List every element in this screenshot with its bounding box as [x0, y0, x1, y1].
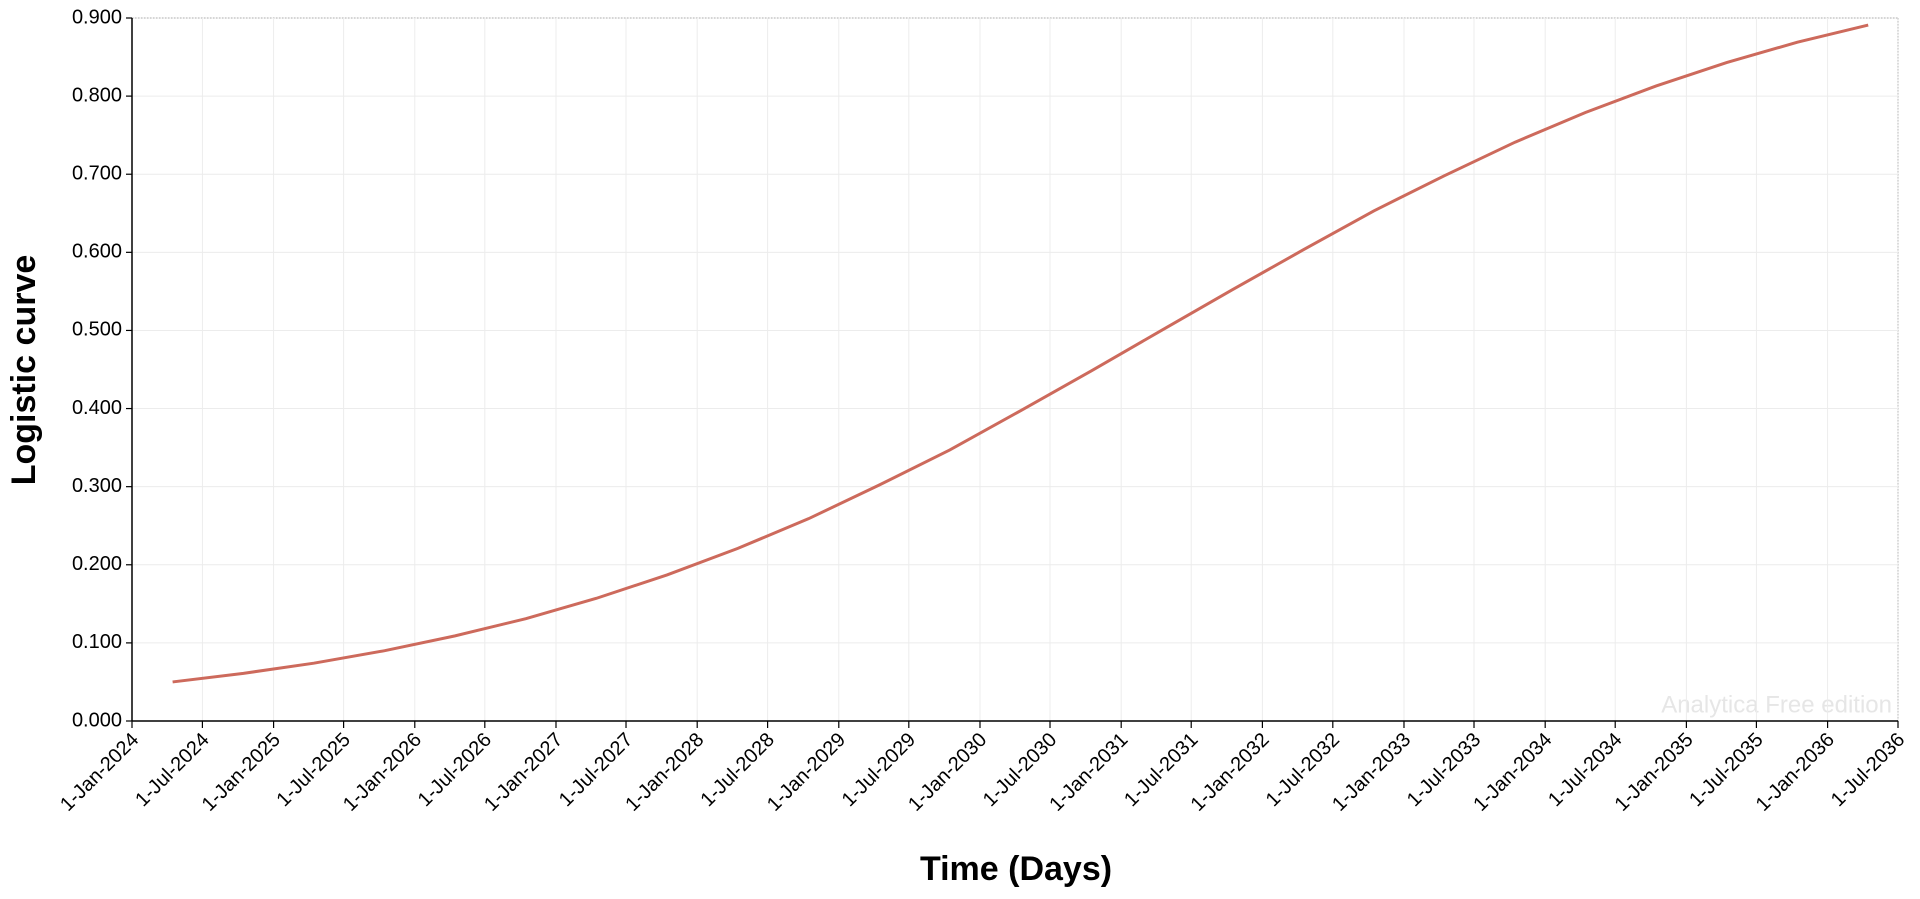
y-axis-title: Logistic curve [5, 255, 43, 486]
y-tick-label: 0.900 [72, 6, 122, 28]
y-tick-label: 0.800 [72, 84, 122, 106]
data-line [172, 23, 1869, 684]
y-tick-label: 0.600 [72, 241, 122, 263]
y-tick-label: 0.500 [72, 319, 122, 341]
x-axis-title: Time (Days) [920, 850, 1112, 888]
x-tick-label: 1-Jul-2036 [1827, 729, 1909, 811]
y-tick-label: 0.100 [72, 631, 122, 653]
y-tick-label: 0.000 [72, 709, 122, 731]
watermark: Analytica Free edition [1661, 691, 1892, 718]
y-tick-label: 0.700 [72, 163, 122, 185]
y-tick-label: 0.400 [72, 397, 122, 419]
y-tick-label: 0.200 [72, 553, 122, 575]
x-tick-label: 1-Jan-2024 [56, 729, 143, 816]
y-tick-label: 0.300 [72, 475, 122, 497]
